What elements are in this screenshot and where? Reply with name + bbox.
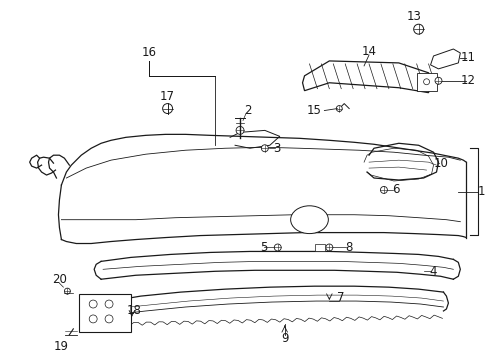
Circle shape bbox=[380, 186, 386, 193]
Text: 10: 10 bbox=[433, 157, 448, 170]
Circle shape bbox=[64, 288, 70, 294]
FancyBboxPatch shape bbox=[315, 243, 325, 251]
Text: 3: 3 bbox=[272, 142, 280, 155]
Text: 9: 9 bbox=[281, 332, 288, 345]
FancyBboxPatch shape bbox=[79, 294, 131, 332]
Circle shape bbox=[89, 315, 97, 323]
Text: 12: 12 bbox=[460, 74, 475, 87]
Text: 1: 1 bbox=[476, 185, 484, 198]
Circle shape bbox=[236, 126, 244, 134]
Polygon shape bbox=[302, 61, 429, 93]
Text: 13: 13 bbox=[406, 10, 420, 23]
Text: 14: 14 bbox=[361, 45, 376, 58]
Text: 8: 8 bbox=[345, 241, 352, 254]
Circle shape bbox=[336, 105, 342, 112]
Text: 7: 7 bbox=[337, 291, 345, 303]
Polygon shape bbox=[429, 49, 459, 69]
FancyBboxPatch shape bbox=[416, 73, 436, 91]
Text: 15: 15 bbox=[306, 104, 321, 117]
Text: 16: 16 bbox=[141, 46, 156, 59]
Circle shape bbox=[89, 300, 97, 308]
Text: 4: 4 bbox=[429, 265, 436, 278]
Text: 17: 17 bbox=[160, 90, 175, 103]
Ellipse shape bbox=[290, 206, 327, 234]
Text: 2: 2 bbox=[244, 104, 251, 117]
Circle shape bbox=[413, 24, 423, 34]
Circle shape bbox=[105, 315, 113, 323]
Text: 19: 19 bbox=[54, 340, 69, 353]
Circle shape bbox=[261, 145, 268, 152]
Text: 18: 18 bbox=[126, 305, 141, 318]
Circle shape bbox=[274, 244, 281, 251]
Circle shape bbox=[325, 244, 332, 251]
Text: 11: 11 bbox=[460, 51, 475, 64]
Text: 20: 20 bbox=[52, 273, 67, 286]
Text: 5: 5 bbox=[260, 241, 267, 254]
Circle shape bbox=[434, 77, 441, 84]
Circle shape bbox=[423, 79, 428, 85]
Text: 6: 6 bbox=[391, 184, 399, 197]
Circle shape bbox=[163, 104, 172, 113]
Circle shape bbox=[105, 300, 113, 308]
